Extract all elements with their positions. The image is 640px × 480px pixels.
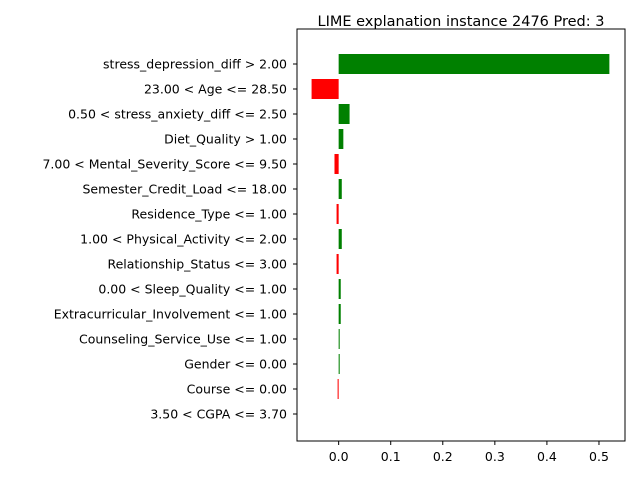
- y-tick-label: 7.00 < Mental_Severity_Score <= 9.50: [42, 157, 287, 172]
- x-tick-label: 0.3: [485, 449, 505, 464]
- x-tick-label: 0.4: [537, 449, 557, 464]
- y-tick-label: Counseling_Service_Use <= 1.00: [79, 332, 287, 347]
- x-tick-label: 0.2: [433, 449, 453, 464]
- y-tick-label: 1.00 < Physical_Activity <= 2.00: [80, 232, 287, 247]
- bar-9: [338, 279, 341, 299]
- x-tick-label: 0.0: [329, 449, 349, 464]
- y-tick-label: Residence_Type <= 1.00: [131, 207, 287, 222]
- y-tick-label: Relationship_Status <= 3.00: [107, 257, 287, 272]
- chart-title: LIME explanation instance 2476 Pred: 3: [318, 14, 605, 30]
- y-tick-label: 0.50 < stress_anxiety_diff <= 2.50: [68, 107, 287, 122]
- y-tick-label: 23.00 < Age <= 28.50: [144, 82, 287, 97]
- bar-3: [338, 129, 344, 149]
- y-tick-label: Gender <= 0.00: [184, 357, 287, 372]
- bar-7: [338, 229, 342, 249]
- bar-10: [338, 304, 341, 324]
- x-tick-label: 0.5: [589, 449, 609, 464]
- y-tick-label: 0.00 < Sleep_Quality <= 1.00: [98, 282, 287, 297]
- bar-0: [338, 54, 610, 74]
- y-tick-label: stress_depression_diff > 2.00: [103, 57, 287, 72]
- bar-6: [336, 204, 339, 224]
- bar-11: [338, 329, 340, 349]
- bar-13: [337, 379, 339, 399]
- y-tick-label: Extracurricular_Involvement <= 1.00: [54, 307, 287, 322]
- bars-group: [311, 54, 610, 399]
- bar-5: [338, 179, 342, 199]
- y-tick-labels: stress_depression_diff > 2.00 23.00 < Age…: [42, 57, 297, 422]
- y-tick-label: Course <= 0.00: [187, 382, 287, 397]
- plot-frame: [296, 28, 626, 442]
- bar-2: [338, 104, 350, 124]
- y-tick-label: Semester_Credit_Load <= 18.00: [83, 182, 288, 197]
- y-tick-label: Diet_Quality > 1.00: [164, 132, 287, 147]
- bar-8: [336, 254, 339, 274]
- bar-4: [334, 154, 339, 174]
- x-ticks: 0.0 0.1 0.2 0.3 0.4 0.5: [329, 441, 609, 464]
- bar-1: [311, 79, 339, 99]
- bar-12: [338, 354, 340, 374]
- y-tick-label: 3.50 < CGPA <= 3.70: [150, 407, 287, 422]
- x-tick-label: 0.1: [381, 449, 401, 464]
